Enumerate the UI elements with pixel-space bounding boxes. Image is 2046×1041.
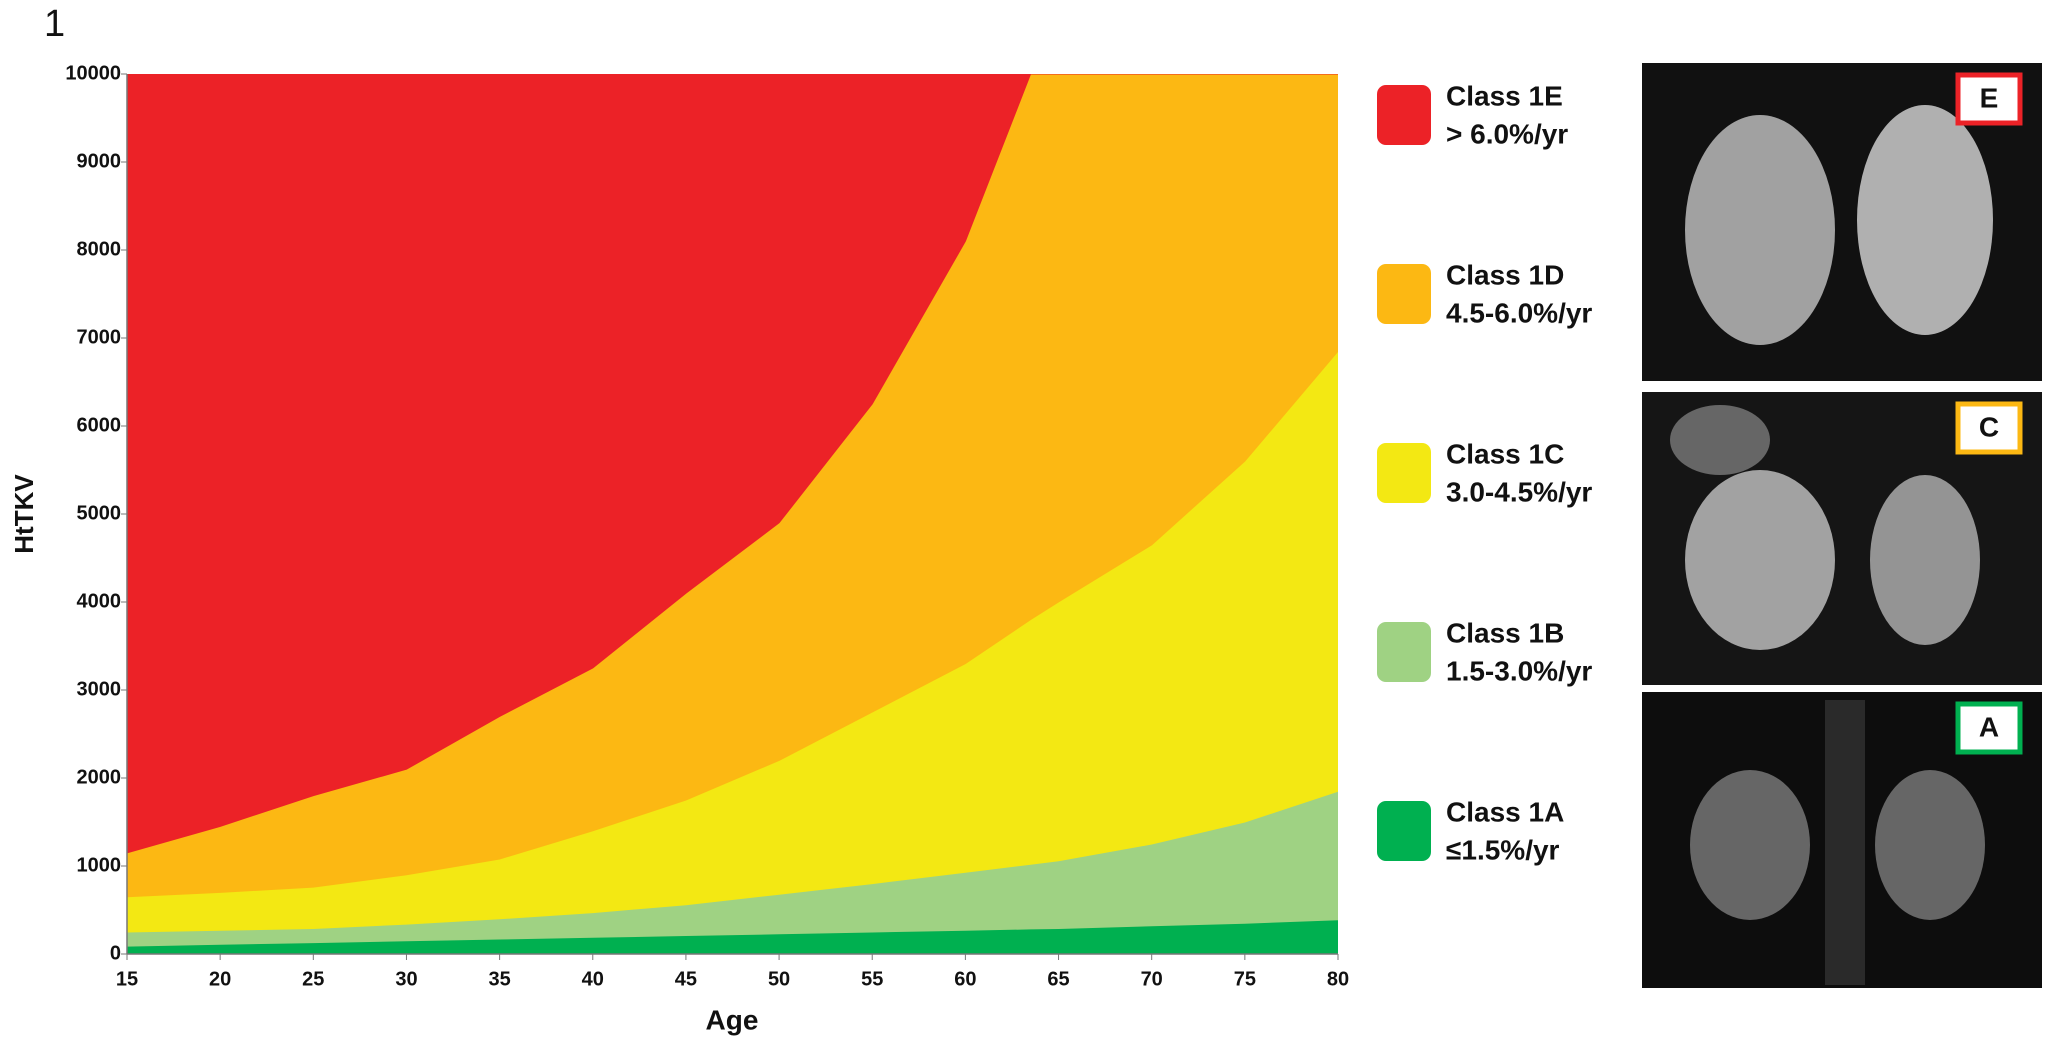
y-tick-label: 0 xyxy=(110,942,121,964)
x-tick-label: 25 xyxy=(302,968,324,990)
legend-swatch xyxy=(1377,622,1431,682)
x-tick-label: 40 xyxy=(582,968,604,990)
y-tick-label: 5000 xyxy=(77,502,122,524)
legend-rate: 4.5-6.0%/yr xyxy=(1446,297,1592,328)
legend-swatch xyxy=(1377,264,1431,324)
x-tick-label: 20 xyxy=(209,968,231,990)
x-tick-label: 55 xyxy=(861,968,883,990)
panel-label-box xyxy=(1955,701,2023,755)
panel-label-box xyxy=(1955,401,2023,455)
x-tick-label: 75 xyxy=(1234,968,1256,990)
legend-rate: 3.0-4.5%/yr xyxy=(1446,476,1592,507)
legend-rate: > 6.0%/yr xyxy=(1446,118,1568,149)
panel-label: E xyxy=(1980,82,1999,113)
legend-swatch xyxy=(1377,443,1431,503)
y-tick-label: 4000 xyxy=(77,590,122,612)
y-axis-title: HtTKV xyxy=(9,474,39,554)
x-axis-title: Age xyxy=(706,1004,759,1035)
x-tick-label: 65 xyxy=(1047,968,1069,990)
y-tick-label: 7000 xyxy=(77,326,122,348)
mri-panel xyxy=(1642,692,2042,988)
y-tick-label: 9000 xyxy=(77,150,122,172)
legend-label: Class 1D xyxy=(1446,259,1564,290)
y-tick-label: 1000 xyxy=(77,854,122,876)
legend-label: Class 1B xyxy=(1446,617,1564,648)
x-tick-label: 80 xyxy=(1327,968,1349,990)
y-tick-label: 2000 xyxy=(77,766,122,788)
legend-swatch xyxy=(1377,85,1431,145)
legend-rate: 1.5-3.0%/yr xyxy=(1446,655,1592,686)
x-tick-label: 15 xyxy=(116,968,138,990)
plot-area xyxy=(127,74,1338,954)
x-tick-label: 35 xyxy=(488,968,510,990)
legend-label: Class 1A xyxy=(1446,796,1564,827)
legend-label: Class 1E xyxy=(1446,80,1563,111)
area xyxy=(127,74,1338,854)
x-tick-label: 30 xyxy=(395,968,417,990)
legend-swatch xyxy=(1377,801,1431,861)
y-tick-label: 6000 xyxy=(77,414,122,436)
x-tick-label: 45 xyxy=(675,968,697,990)
mri-panel xyxy=(1642,392,2042,685)
y-tick-label: 8000 xyxy=(77,238,122,260)
panel-label-box xyxy=(1955,72,2023,126)
y-tick-label: 10000 xyxy=(65,62,121,84)
legend-label: Class 1C xyxy=(1446,438,1564,469)
x-tick-label: 50 xyxy=(768,968,790,990)
image-panels: E C A xyxy=(1642,63,2042,988)
figure-label: 1 xyxy=(44,3,65,45)
legend-rate: ≤1.5%/yr xyxy=(1446,834,1560,865)
panel-label: A xyxy=(1979,711,1999,742)
x-tick-label: 60 xyxy=(954,968,976,990)
y-tick-label: 3000 xyxy=(77,678,122,700)
x-tick-label: 70 xyxy=(1141,968,1163,990)
panel-label: C xyxy=(1979,411,1999,442)
